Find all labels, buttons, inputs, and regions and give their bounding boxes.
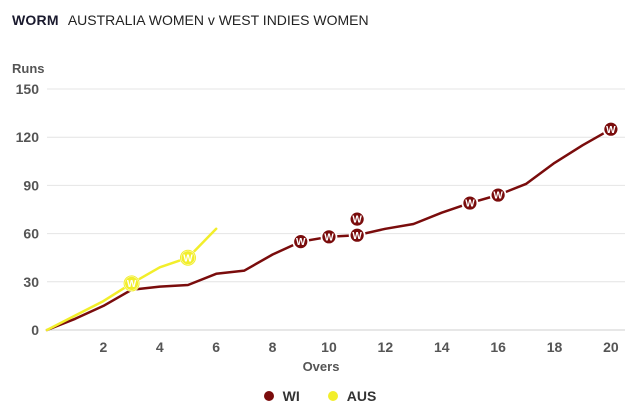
wicket-label: W (296, 237, 306, 248)
wicket-marker-wi[interactable]: W (348, 210, 366, 228)
wicket-marker-aus[interactable]: W (179, 249, 197, 267)
x-axis-title: Overs (303, 359, 340, 374)
wicket-marker-wi[interactable]: W (461, 194, 479, 212)
wicket-label: W (606, 125, 616, 136)
y-axis-title: Runs (12, 61, 45, 76)
x-tick-label: 8 (269, 339, 277, 355)
wicket-marker-wi[interactable]: W (348, 226, 366, 244)
x-tick-label: 18 (547, 339, 563, 355)
wicket-marker-wi[interactable]: W (489, 186, 507, 204)
y-tick-label: 60 (23, 226, 39, 242)
wicket-marker-wi[interactable]: W (292, 233, 310, 251)
x-tick-label: 6 (212, 339, 220, 355)
y-tick-label: 150 (16, 81, 40, 97)
x-tick-label: 16 (490, 339, 506, 355)
chart-header: WORM AUSTRALIA WOMEN v WEST INDIES WOMEN (12, 12, 369, 28)
wicket-label: W (493, 191, 503, 202)
legend-item-wi[interactable]: WI (263, 388, 300, 404)
y-tick-label: 120 (16, 129, 40, 145)
match-title: AUSTRALIA WOMEN v WEST INDIES WOMEN (67, 12, 369, 28)
wicket-label: W (127, 279, 137, 290)
x-tick-label: 4 (156, 339, 164, 355)
legend-label: AUS (346, 388, 377, 404)
x-tick-label: 20 (603, 339, 619, 355)
wicket-marker-aus[interactable]: W (123, 275, 140, 292)
legend-label: WI (282, 388, 300, 404)
wicket-label: W (352, 231, 362, 242)
x-tick-label: 12 (378, 339, 394, 355)
y-tick-label: 90 (23, 177, 39, 193)
y-tick-label: 30 (23, 274, 39, 290)
x-tick-label: 10 (321, 339, 337, 355)
axes: 0 30 60 90 120 150 2 4 6 8 10 12 14 16 18 20 Runs Overs (12, 61, 625, 374)
legend-dot (327, 391, 338, 401)
wicket-label: W (352, 215, 362, 226)
legend-dot (263, 391, 274, 401)
x-tick-label: 14 (434, 339, 450, 355)
legend-item-aus[interactable]: AUS (327, 388, 377, 404)
wicket-marker-wi[interactable]: W (602, 120, 620, 138)
wicket-label: W (183, 253, 193, 264)
wicket-label: W (324, 232, 334, 243)
gridlines (47, 88, 625, 331)
wicket-label: W (465, 199, 475, 210)
wicket-marker-wi[interactable]: W (320, 228, 338, 246)
legend: WI AUS (0, 388, 640, 404)
x-tick-label: 2 (99, 339, 107, 355)
worm-tag: WORM (12, 12, 59, 28)
y-tick-label: 0 (31, 322, 39, 338)
